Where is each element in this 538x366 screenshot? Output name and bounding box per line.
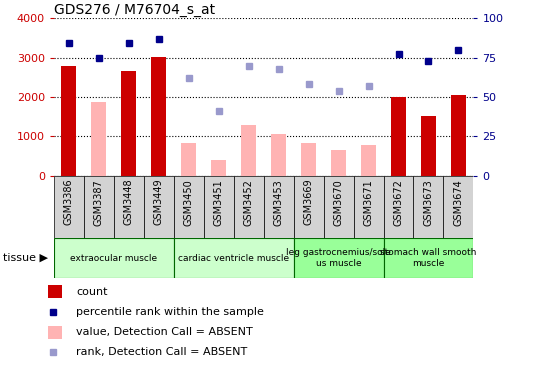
Bar xyxy=(301,143,316,176)
Text: rank, Detection Call = ABSENT: rank, Detection Call = ABSENT xyxy=(76,347,247,357)
Bar xyxy=(384,176,414,238)
Text: GSM3449: GSM3449 xyxy=(154,179,164,225)
Bar xyxy=(414,176,443,238)
Bar xyxy=(204,176,233,238)
Bar xyxy=(294,238,384,278)
Text: GSM3670: GSM3670 xyxy=(334,179,344,225)
Bar xyxy=(144,176,174,238)
Text: cardiac ventricle muscle: cardiac ventricle muscle xyxy=(178,254,289,262)
Bar xyxy=(151,57,166,176)
Text: percentile rank within the sample: percentile rank within the sample xyxy=(76,307,264,317)
Bar xyxy=(48,326,62,339)
Bar xyxy=(391,97,406,176)
Bar xyxy=(121,71,136,176)
Text: GSM3673: GSM3673 xyxy=(423,179,434,225)
Bar xyxy=(384,238,473,278)
Text: leg gastrocnemius/sole
us muscle: leg gastrocnemius/sole us muscle xyxy=(286,248,391,268)
Text: extraocular muscle: extraocular muscle xyxy=(70,254,157,262)
Bar xyxy=(294,176,323,238)
Bar xyxy=(61,66,76,176)
Text: GSM3448: GSM3448 xyxy=(124,179,134,225)
Text: GSM3450: GSM3450 xyxy=(183,179,194,225)
Text: GSM3671: GSM3671 xyxy=(364,179,373,225)
Text: GDS276 / M76704_s_at: GDS276 / M76704_s_at xyxy=(54,3,215,17)
Text: GSM3669: GSM3669 xyxy=(303,179,314,225)
Bar xyxy=(241,125,256,176)
Bar xyxy=(353,176,384,238)
Bar xyxy=(174,176,204,238)
Bar xyxy=(174,238,294,278)
Bar xyxy=(54,238,174,278)
Text: GSM3387: GSM3387 xyxy=(94,179,104,225)
Text: GSM3453: GSM3453 xyxy=(274,179,284,225)
Bar xyxy=(451,95,466,176)
Bar xyxy=(181,143,196,176)
Text: count: count xyxy=(76,287,108,297)
Bar xyxy=(54,176,84,238)
Text: GSM3672: GSM3672 xyxy=(393,179,404,226)
Text: stomach wall smooth
muscle: stomach wall smooth muscle xyxy=(380,248,477,268)
Bar xyxy=(361,145,376,176)
Bar xyxy=(421,116,436,176)
Text: GSM3386: GSM3386 xyxy=(64,179,74,225)
Text: value, Detection Call = ABSENT: value, Detection Call = ABSENT xyxy=(76,327,253,337)
Text: GSM3674: GSM3674 xyxy=(454,179,463,225)
Bar xyxy=(443,176,473,238)
Text: tissue ▶: tissue ▶ xyxy=(3,253,48,263)
Bar xyxy=(323,176,353,238)
Bar xyxy=(271,134,286,176)
Bar xyxy=(264,176,294,238)
Bar xyxy=(91,102,106,176)
Bar xyxy=(84,176,114,238)
Bar xyxy=(211,160,226,176)
Bar xyxy=(48,285,62,298)
Bar xyxy=(233,176,264,238)
Text: GSM3452: GSM3452 xyxy=(244,179,253,226)
Bar xyxy=(114,176,144,238)
Bar xyxy=(331,150,346,176)
Text: GSM3451: GSM3451 xyxy=(214,179,224,225)
